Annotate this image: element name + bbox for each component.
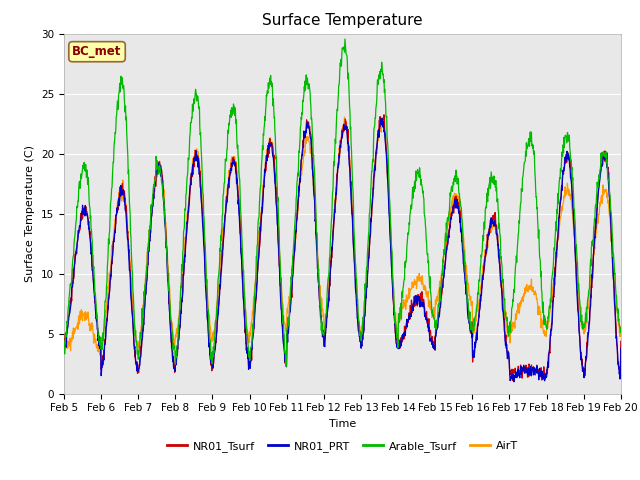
Y-axis label: Surface Temperature (C): Surface Temperature (C) bbox=[26, 145, 35, 282]
Text: BC_met: BC_met bbox=[72, 45, 122, 58]
Legend: NR01_Tsurf, NR01_PRT, Arable_Tsurf, AirT: NR01_Tsurf, NR01_PRT, Arable_Tsurf, AirT bbox=[163, 437, 522, 456]
Title: Surface Temperature: Surface Temperature bbox=[262, 13, 422, 28]
X-axis label: Time: Time bbox=[329, 419, 356, 429]
